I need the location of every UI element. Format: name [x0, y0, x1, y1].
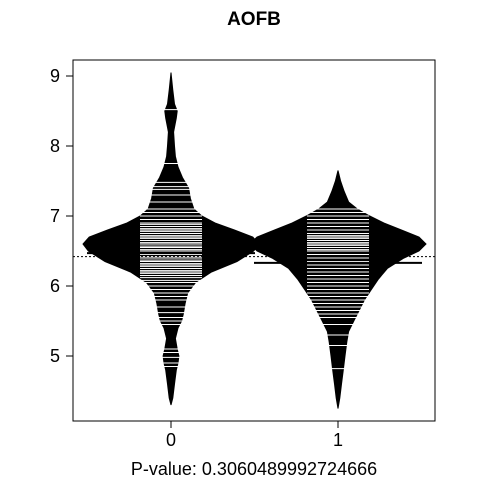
- x-tick-label: 0: [166, 430, 176, 450]
- p-value-caption: P-value: 0.3060489992724666: [131, 459, 377, 479]
- y-tick-label: 5: [50, 346, 60, 366]
- x-tick-label: 1: [333, 430, 343, 450]
- y-tick-label: 9: [50, 66, 60, 86]
- y-tick-label: 8: [50, 136, 60, 156]
- y-axis: 5 6 7 8 9: [50, 66, 74, 366]
- beans-layer: [82, 72, 427, 409]
- chart-title: AOFB: [227, 9, 281, 30]
- observation-lines-layer: [140, 109, 369, 370]
- mean-lines-layer: [87, 252, 422, 264]
- y-tick-label: 7: [50, 206, 60, 226]
- y-tick-label: 6: [50, 276, 60, 296]
